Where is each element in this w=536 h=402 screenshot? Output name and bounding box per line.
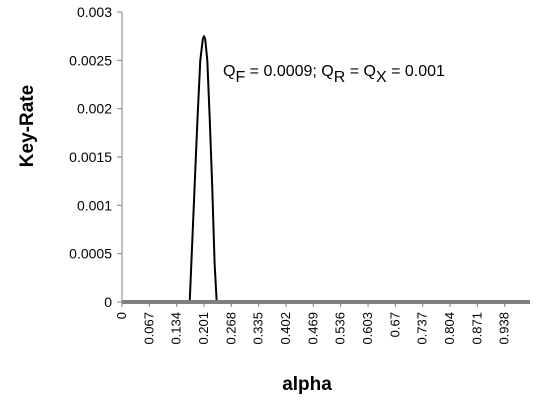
y-axis-tick-labels: 0 0.0005 0.001 0.0015 0.002 0.0025 0.003 bbox=[69, 4, 112, 310]
x-tick-label: 0.134 bbox=[169, 312, 184, 345]
annotation-q-x-subscript: X bbox=[376, 69, 387, 86]
annotation-q-f: Q bbox=[223, 63, 235, 80]
x-tick-label: 0.335 bbox=[251, 312, 266, 345]
annotation-q-r-subscript: R bbox=[334, 69, 346, 86]
x-tick-label: 0.067 bbox=[141, 312, 156, 345]
annotation-q-r: Q bbox=[321, 63, 333, 80]
series-line bbox=[122, 35, 530, 303]
x-tick-label: 0 bbox=[114, 312, 129, 319]
y-tick-label: 0.0025 bbox=[69, 52, 112, 68]
y-tick-label: 0.003 bbox=[77, 4, 112, 20]
x-tick-label: 0.871 bbox=[469, 312, 484, 345]
y-axis-title: Key-Rate bbox=[17, 85, 38, 167]
x-tick-label: 0.938 bbox=[497, 312, 512, 345]
x-tick-label: 0.804 bbox=[442, 312, 457, 345]
y-tick-label: 0.0015 bbox=[69, 149, 112, 165]
x-tick-label: 0.268 bbox=[223, 312, 238, 345]
x-tick-label: 0.536 bbox=[333, 312, 348, 345]
x-tick-label: 0.67 bbox=[387, 312, 402, 337]
annotation-q-x-value: = 0.001 bbox=[387, 63, 445, 80]
annotation-q-f-value: = 0.0009; bbox=[245, 63, 321, 80]
annotation-text: QF = 0.0009; QR = QX = 0.001 bbox=[223, 63, 445, 86]
x-tick-label: 0.469 bbox=[305, 312, 320, 345]
y-tick-label: 0.0005 bbox=[69, 246, 112, 262]
x-axis-title: alpha bbox=[282, 374, 332, 395]
y-tick-label: 0 bbox=[104, 294, 112, 310]
annotation-q-f-subscript: F bbox=[235, 69, 245, 86]
y-axis-ticks bbox=[117, 11, 122, 303]
y-tick-label: 0.001 bbox=[77, 197, 112, 213]
x-tick-label: 0.402 bbox=[278, 312, 293, 345]
x-axis-tick-labels: 0 0.067 0.134 0.201 0.268 0.335 0.402 0.469 0.53… bbox=[114, 312, 512, 345]
x-tick-label: 0.737 bbox=[415, 312, 430, 345]
x-tick-label: 0.603 bbox=[360, 312, 375, 345]
annotation-q-x: = Q bbox=[345, 63, 376, 80]
y-tick-label: 0.002 bbox=[77, 101, 112, 117]
x-tick-label: 0.201 bbox=[196, 312, 211, 345]
